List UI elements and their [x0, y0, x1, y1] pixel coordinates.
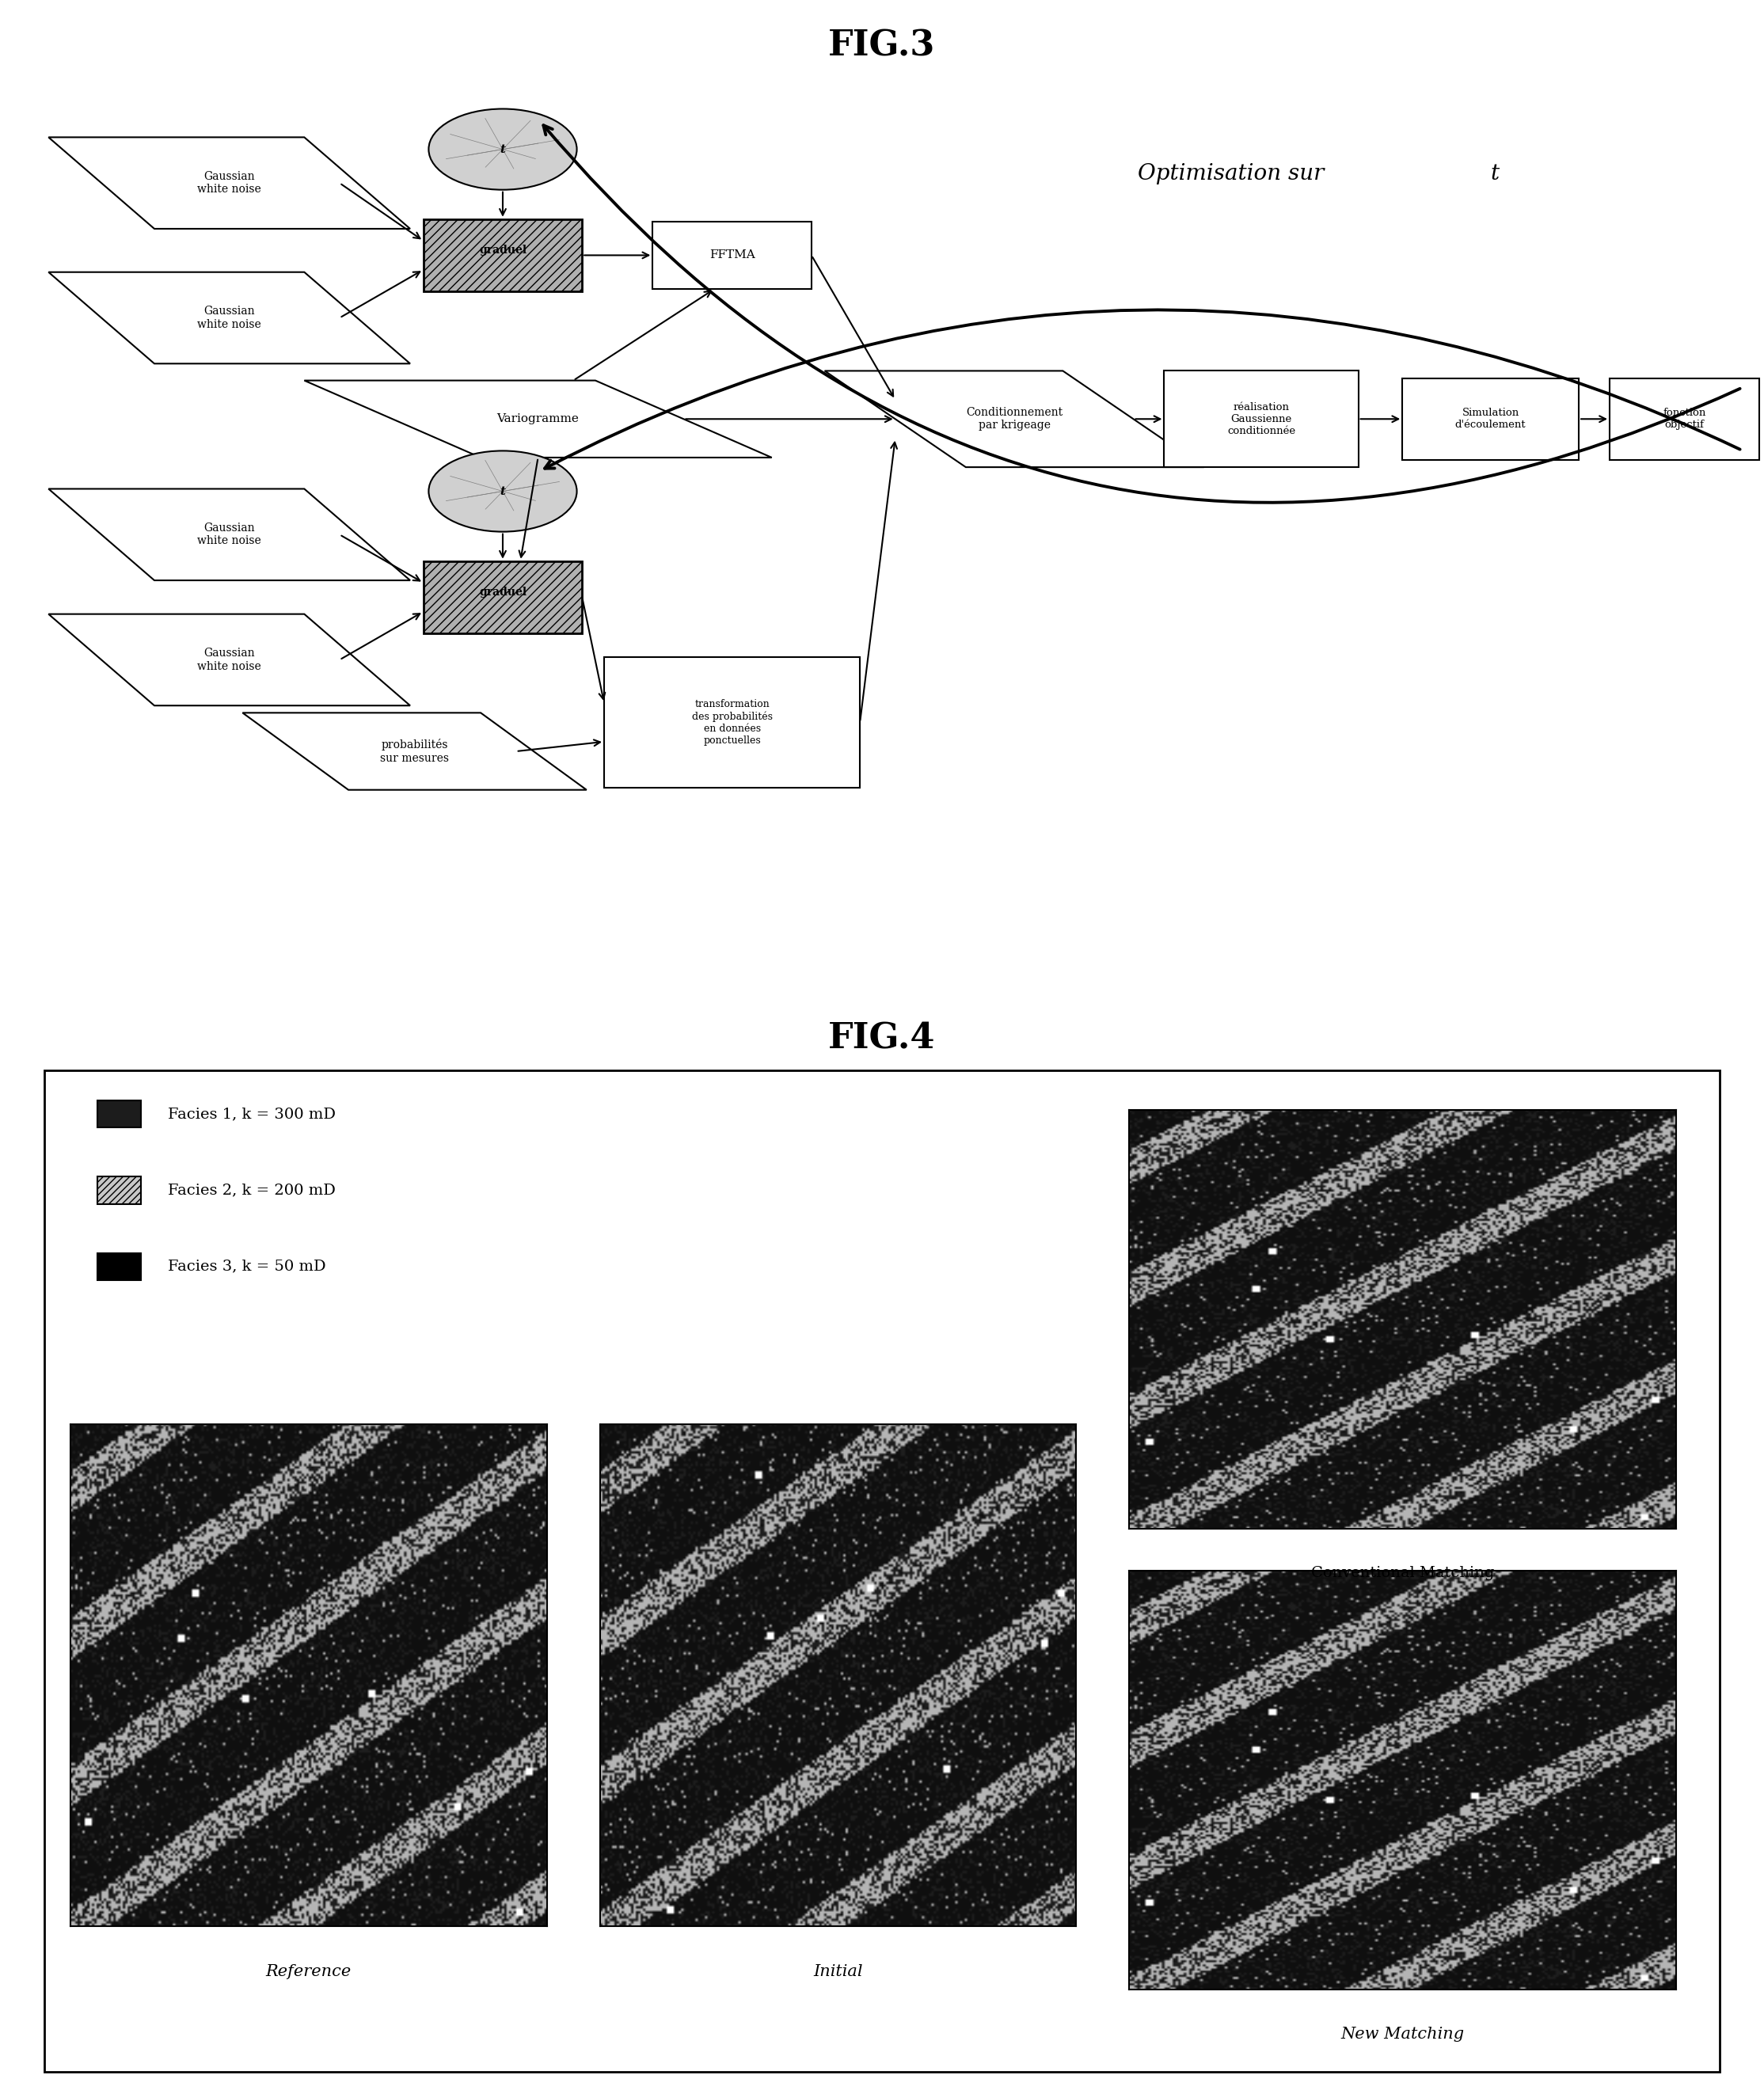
Text: Gaussian
white noise: Gaussian white noise: [198, 172, 261, 195]
Text: New Matching: New Matching: [1341, 2027, 1464, 2042]
Text: réalisation
Gaussienne
conditionnée: réalisation Gaussienne conditionnée: [1228, 402, 1295, 436]
Text: Facies 1, k = 300 mD: Facies 1, k = 300 mD: [168, 1108, 335, 1120]
Text: Gaussian
white noise: Gaussian white noise: [198, 524, 261, 547]
Polygon shape: [49, 614, 409, 706]
Polygon shape: [824, 371, 1203, 467]
Text: Conventional Matching: Conventional Matching: [1311, 1566, 1494, 1581]
Text: FFTMA: FFTMA: [709, 249, 755, 262]
Text: t: t: [1491, 163, 1499, 184]
Text: Facies 2, k = 200 mD: Facies 2, k = 200 mD: [168, 1183, 335, 1198]
Text: t: t: [499, 486, 506, 496]
Text: transformation
des probabilités
en données
ponctuelles: transformation des probabilités en donné…: [691, 699, 773, 745]
Bar: [1402, 379, 1579, 461]
Polygon shape: [49, 488, 409, 580]
Text: FIG.4: FIG.4: [829, 1022, 935, 1055]
Circle shape: [429, 450, 577, 532]
Bar: [423, 561, 582, 632]
Text: Simulation
d'écoulement: Simulation d'écoulement: [1455, 408, 1526, 429]
Polygon shape: [242, 712, 586, 789]
Text: Initial: Initial: [813, 1964, 863, 1979]
Bar: [97, 1177, 141, 1204]
Text: Reference: Reference: [266, 1964, 351, 1979]
Bar: [1609, 379, 1759, 461]
Circle shape: [429, 109, 577, 191]
Bar: [653, 222, 811, 289]
Polygon shape: [49, 138, 409, 228]
Bar: [603, 658, 859, 787]
Text: t: t: [499, 144, 506, 155]
Text: probabilités
sur mesures: probabilités sur mesures: [379, 739, 450, 764]
Text: Conditionnement
par krigeage: Conditionnement par krigeage: [967, 406, 1062, 431]
Text: graduel: graduel: [480, 245, 526, 255]
Text: Variogramme: Variogramme: [497, 413, 579, 425]
Text: fonction
objectif: fonction objectif: [1663, 408, 1706, 429]
Bar: [97, 1099, 141, 1127]
Text: Gaussian
white noise: Gaussian white noise: [198, 647, 261, 672]
Bar: [97, 1252, 141, 1279]
Bar: [1164, 371, 1358, 467]
Text: graduel: graduel: [480, 586, 526, 599]
Text: Optimisation sur: Optimisation sur: [1138, 163, 1325, 184]
Polygon shape: [303, 381, 773, 456]
Text: Facies 3, k = 50 mD: Facies 3, k = 50 mD: [168, 1258, 326, 1273]
Polygon shape: [49, 272, 409, 364]
Text: FIG.3: FIG.3: [829, 29, 935, 63]
Text: Gaussian
white noise: Gaussian white noise: [198, 306, 261, 331]
Bar: [423, 220, 582, 291]
